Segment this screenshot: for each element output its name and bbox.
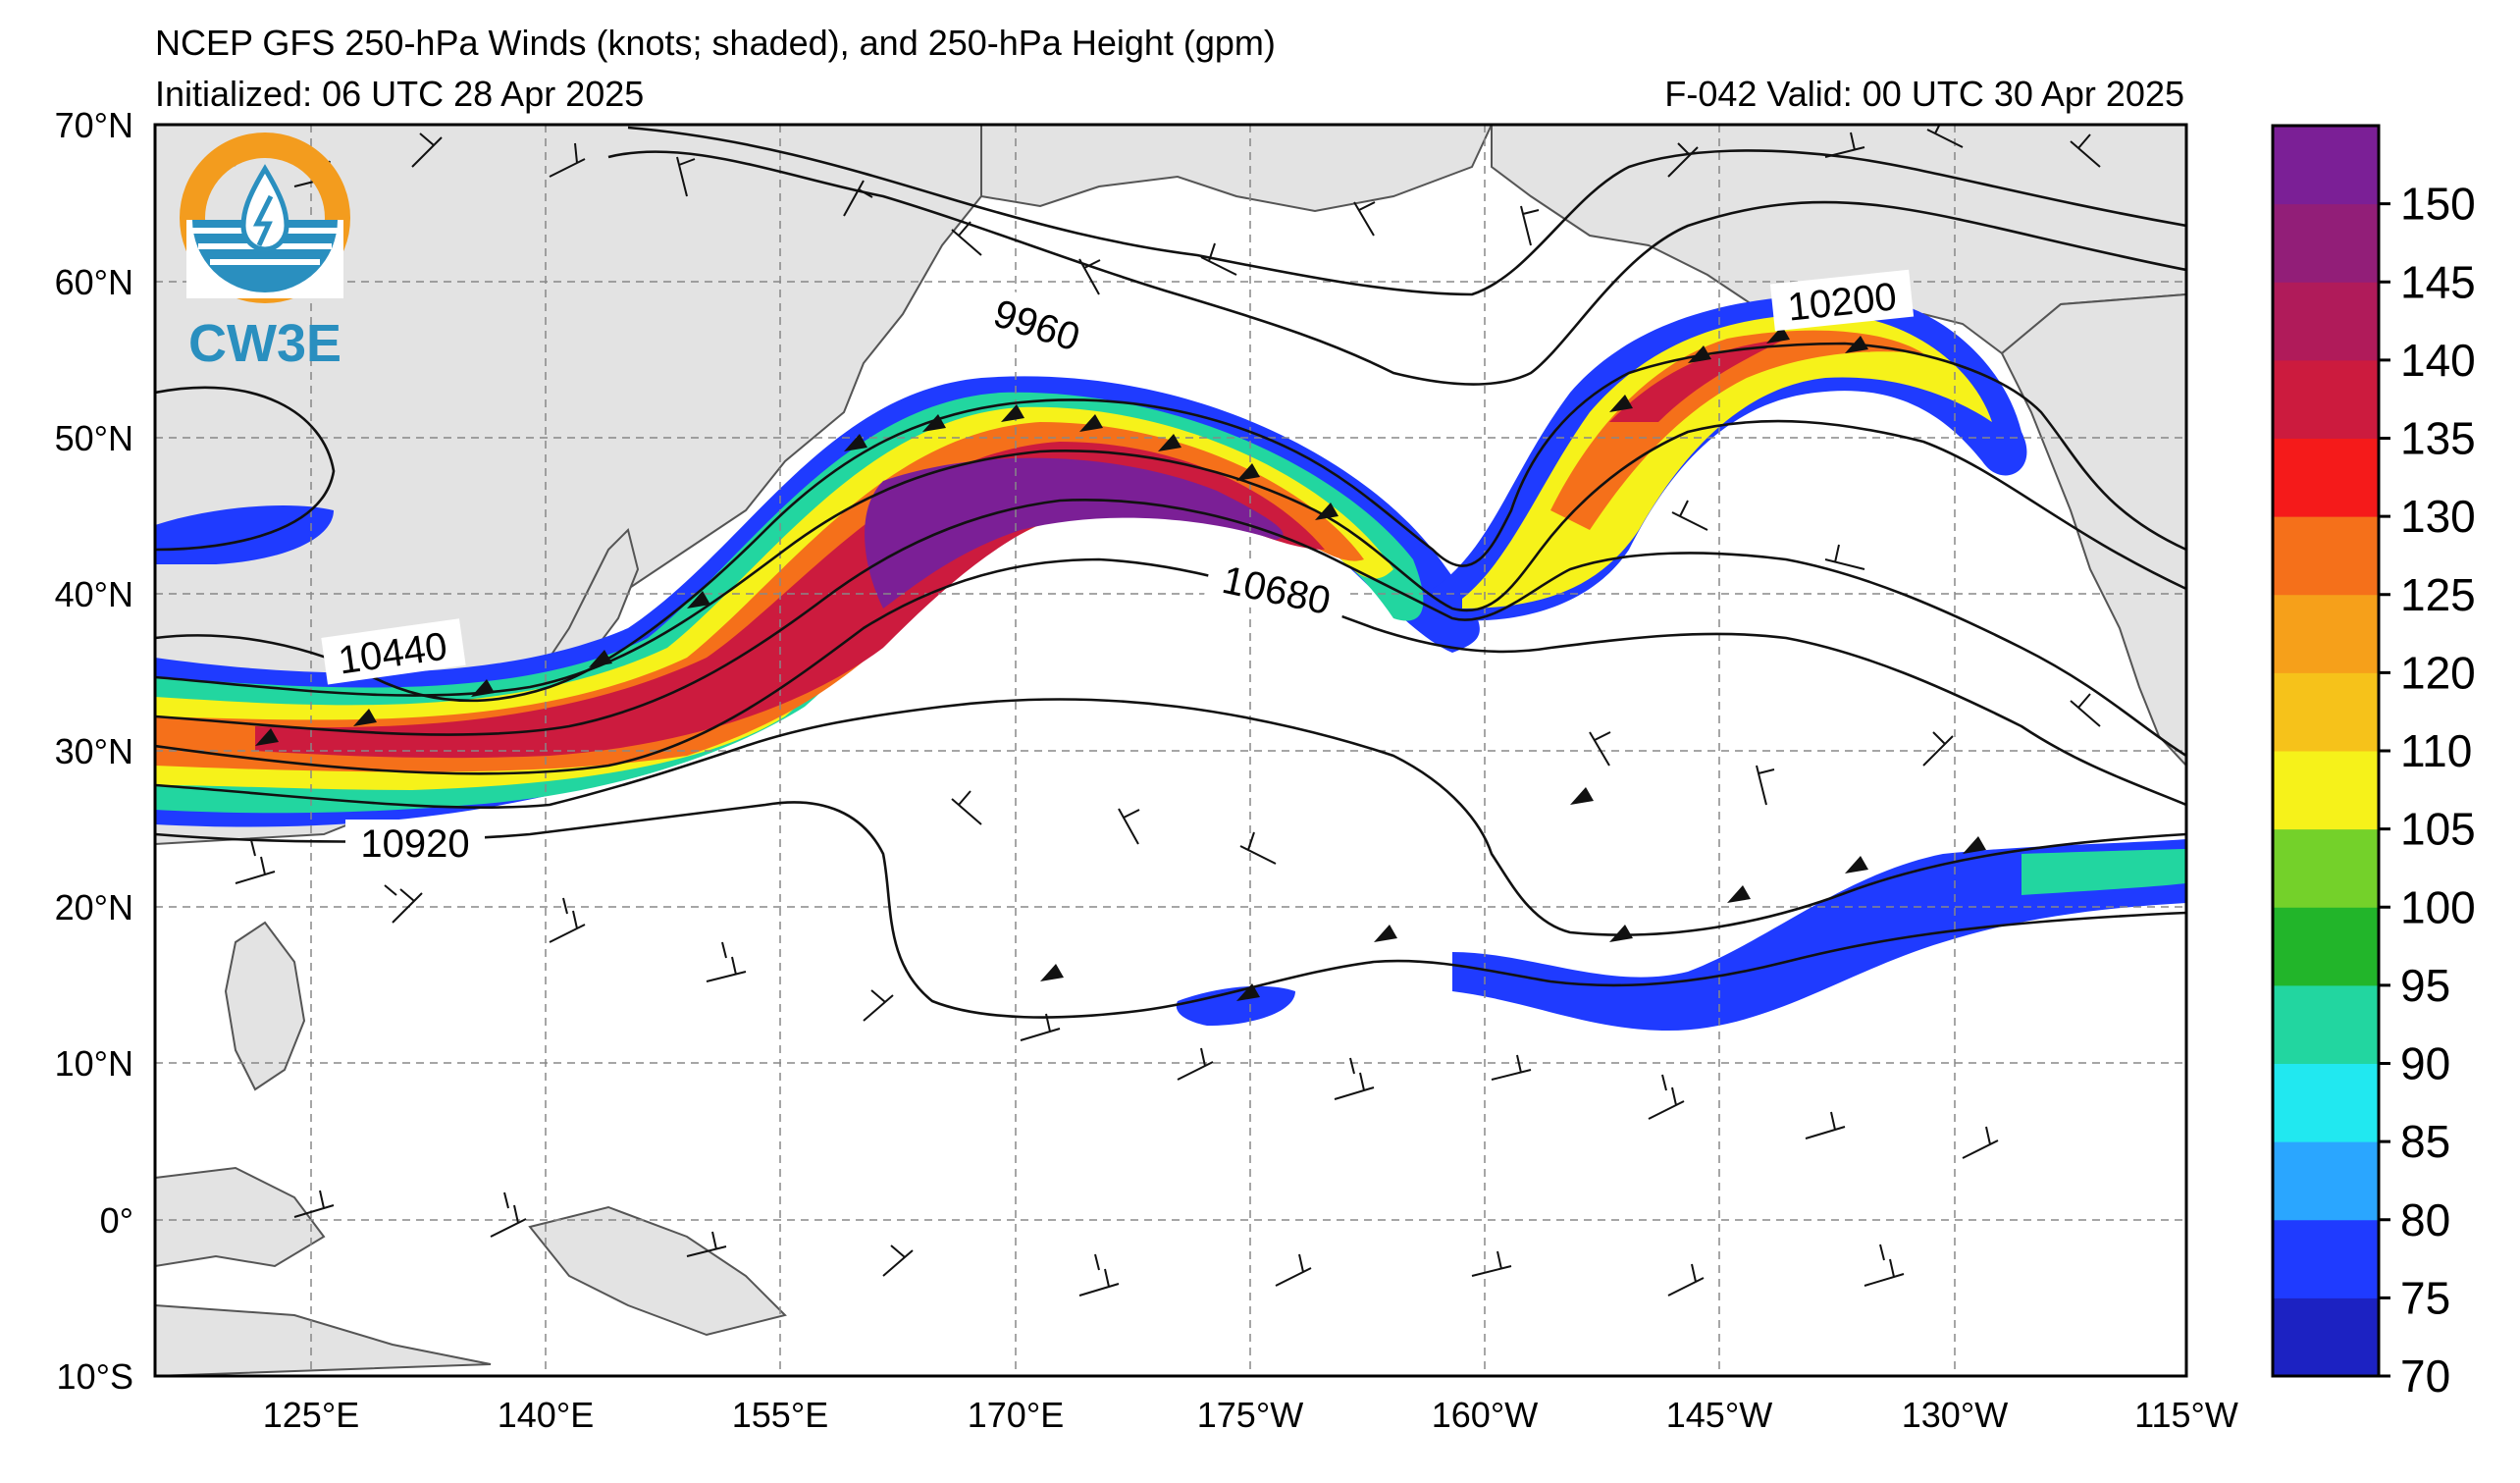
figure-title: NCEP GFS 250-hPa Winds (knots; shaded), … [155, 23, 1276, 63]
lat-label: 40°N [55, 574, 133, 614]
colorbar-swatch [2273, 751, 2379, 830]
lon-label: 170°E [968, 1395, 1064, 1435]
wind-barbs [195, 125, 2101, 1297]
colorbar-swatch [2273, 438, 2379, 517]
cw3e-logo: CW3E [177, 130, 353, 375]
colorbar-label: 135 [2400, 413, 2476, 464]
colorbar-label: 120 [2400, 647, 2476, 698]
colorbar-swatch [2273, 1141, 2379, 1221]
lat-label: 60°N [55, 262, 133, 302]
lon-label: 160°W [1432, 1395, 1538, 1435]
valid-time-label: F-042 Valid: 00 UTC 30 Apr 2025 [1664, 74, 2184, 114]
lat-label: 30°N [55, 731, 133, 771]
colorbar-swatch [2273, 594, 2379, 673]
colorbar-label: 125 [2400, 569, 2476, 620]
colorbar-swatch [2273, 907, 2379, 986]
colorbar-swatch [2273, 1298, 2379, 1377]
colorbar-label: 80 [2400, 1194, 2450, 1245]
colorbar-label: 75 [2400, 1272, 2450, 1323]
colorbar-label: 130 [2400, 491, 2476, 542]
lat-label: 20°N [55, 887, 133, 927]
colorbar-label: 90 [2400, 1038, 2450, 1089]
contour-label-group: 10440 9960 10680 10200 10920 [321, 269, 1915, 867]
lat-label: 10°S [57, 1356, 133, 1397]
colorbar-swatch [2273, 516, 2379, 596]
lat-label: 10°N [55, 1043, 133, 1084]
wind-flags [255, 326, 1986, 1001]
lat-label: 0° [100, 1200, 133, 1241]
colorbar-label: 110 [2400, 725, 2472, 776]
colorbar-label: 70 [2400, 1351, 2450, 1402]
colorbar-label: 145 [2400, 256, 2476, 307]
colorbar: 70 75 80 85 90 95 100 105 110 120 125 130 135 140 145 1… [2271, 124, 2476, 1402]
lon-label: 145°W [1666, 1395, 1772, 1435]
wind-speed-shading [155, 294, 2186, 1031]
colorbar-label: 100 [2400, 881, 2476, 932]
logo-emblem-icon: CW3E [180, 132, 350, 373]
lon-label: 115°W [2134, 1395, 2238, 1435]
colorbar-swatch [2273, 359, 2379, 439]
colorbar-label: 95 [2400, 960, 2450, 1011]
colorbar-swatch [2273, 1063, 2379, 1142]
colorbar-swatch [2273, 1219, 2379, 1298]
lon-label: 125°E [263, 1395, 359, 1435]
colorbar-swatch [2273, 984, 2379, 1064]
colorbar-swatch [2273, 282, 2379, 361]
colorbar-label: 140 [2400, 335, 2476, 386]
lat-label: 70°N [55, 105, 133, 145]
colorbar-swatch [2273, 672, 2379, 752]
colorbar-swatch [2273, 828, 2379, 908]
colorbar-label: 85 [2400, 1116, 2450, 1167]
longitude-labels: 125°E 140°E 155°E 170°E 175°W 160°W 145°… [263, 1395, 2238, 1435]
lat-label: 50°N [55, 418, 133, 458]
lon-label: 175°W [1197, 1395, 1303, 1435]
latitude-labels: 70°N 60°N 50°N 40°N 30°N 20°N 10°N 0° 10… [55, 105, 133, 1397]
colorbar-swatch [2273, 126, 2379, 205]
lon-label: 130°W [1902, 1395, 2008, 1435]
lon-label: 140°E [498, 1395, 594, 1435]
init-time-label: Initialized: 06 UTC 28 Apr 2025 [155, 74, 645, 114]
colorbar-label: 150 [2400, 179, 2476, 230]
contour-label: 10920 [360, 822, 469, 866]
colorbar-label: 105 [2400, 804, 2476, 855]
logo-text: CW3E [188, 314, 341, 373]
colorbar-swatch [2273, 203, 2379, 283]
lon-label: 155°E [732, 1395, 828, 1435]
map-frame [153, 123, 2188, 1378]
